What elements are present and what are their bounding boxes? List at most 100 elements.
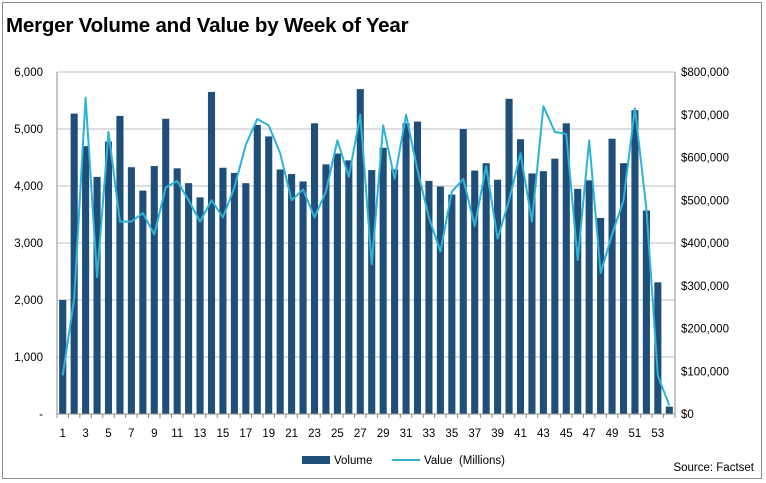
volume-bar — [368, 170, 376, 414]
volume-bar — [585, 180, 593, 414]
volume-bar — [242, 183, 250, 414]
volume-bar — [642, 210, 650, 414]
right-axis-ticks: $0 $100,000 $200,000 $300,000 $400,000 $500,0… — [681, 67, 729, 421]
volume-bar — [608, 138, 616, 414]
value-line — [61, 96, 671, 406]
left-axis-ticks: - 1,000 2,000 3,000 4,000 5,000 6,000 — [14, 67, 43, 421]
volume-bar — [116, 115, 124, 414]
volume-bar — [219, 167, 227, 414]
x-tick-label: 39 — [491, 428, 504, 440]
left-tick-label: 1,000 — [14, 352, 43, 364]
left-tick-label: 4,000 — [14, 181, 43, 193]
right-tick-label: $300,000 — [681, 281, 729, 293]
x-tick-label: 33 — [423, 428, 436, 440]
volume-bar — [150, 166, 158, 414]
x-tick-label: 31 — [400, 428, 413, 440]
volume-bar — [104, 141, 113, 415]
chart-title: Merger Volume and Value by Week of Year — [6, 14, 409, 37]
right-tick-label: $700,000 — [681, 110, 729, 122]
volume-bar — [276, 169, 284, 414]
volume-bar — [82, 146, 90, 414]
volume-bar — [528, 173, 536, 414]
volume-bar — [379, 147, 387, 414]
right-tick-label: $100,000 — [681, 366, 729, 378]
right-tick-label: $800,000 — [681, 67, 729, 79]
x-tick-label: 43 — [537, 428, 550, 440]
volume-bar — [413, 121, 422, 414]
volume-bar — [402, 123, 410, 415]
volume-bar — [230, 172, 238, 414]
value-series-line — [61, 96, 671, 406]
volume-bar — [471, 170, 479, 414]
volume-bar — [127, 167, 135, 414]
x-tick-label: 45 — [560, 428, 573, 440]
x-tick-label: 7 — [128, 428, 134, 440]
volume-bar — [59, 300, 67, 414]
x-tick-label: 29 — [377, 428, 390, 440]
volume-bar — [310, 123, 319, 415]
legend-volume-swatch — [302, 456, 330, 464]
volume-bar — [539, 171, 547, 414]
volume-bar — [436, 186, 444, 414]
volume-bar — [345, 160, 353, 414]
x-tick-label: 9 — [151, 428, 157, 440]
volume-bar — [93, 176, 101, 414]
left-tick-label: 6,000 — [14, 67, 43, 79]
x-tick-label: 19 — [262, 428, 275, 440]
volume-bar — [391, 169, 399, 414]
volume-bar — [631, 110, 639, 414]
volume-bar — [253, 125, 261, 414]
volume-bar — [288, 174, 296, 414]
x-tick-label: 1 — [60, 428, 66, 440]
x-tick-label: 47 — [583, 428, 596, 440]
x-tick-label: 17 — [239, 428, 252, 440]
x-tick-label: 51 — [629, 428, 642, 440]
x-tick-label: 25 — [331, 428, 344, 440]
volume-bar — [459, 129, 467, 414]
right-tick-label: $600,000 — [681, 153, 729, 165]
source-note: Source: Factset — [673, 462, 754, 474]
volume-bar — [516, 139, 525, 414]
volume-bar — [448, 194, 456, 414]
x-tick-label: 11 — [171, 428, 183, 440]
volume-bar — [299, 181, 307, 414]
volume-bar — [162, 118, 170, 415]
volume-bar — [505, 98, 513, 414]
volume-bar — [173, 168, 181, 414]
volume-bar — [494, 179, 502, 414]
left-tick-label: - — [39, 409, 43, 421]
volume-bar — [574, 188, 582, 414]
volume-bar — [665, 406, 673, 414]
x-tick-label: 41 — [514, 428, 527, 440]
x-tick-label: 27 — [354, 428, 367, 440]
right-tick-label: $0 — [681, 409, 694, 421]
x-tick-label: 35 — [445, 428, 458, 440]
x-tick-label: 5 — [105, 428, 111, 440]
x-tick-label: 13 — [194, 428, 207, 440]
volume-bar — [196, 197, 204, 414]
x-tick-label: 3 — [82, 428, 88, 440]
volume-bar — [333, 153, 341, 414]
volume-bar — [562, 123, 570, 415]
volume-bar — [482, 163, 490, 414]
volume-bar — [597, 217, 605, 414]
right-tick-label: $400,000 — [681, 238, 729, 250]
volume-bar — [139, 190, 147, 414]
legend-volume-label: Volume — [334, 455, 372, 467]
x-tick-label: 37 — [468, 428, 481, 440]
volume-bar — [185, 183, 193, 414]
volume-bar — [356, 89, 364, 414]
x-tick-label: 23 — [308, 428, 321, 440]
x-tick-label: 15 — [217, 428, 230, 440]
volume-bar — [322, 164, 330, 414]
left-tick-label: 5,000 — [14, 124, 43, 136]
volume-bar — [70, 113, 78, 415]
volume-bar — [619, 163, 628, 414]
x-tick-label: 53 — [651, 428, 664, 440]
left-tick-label: 2,000 — [14, 295, 43, 307]
x-axis-ticks: 1 3 5 7 9 11 13 15 17 19 21 23 25 27 29 31 33 35 37 39 41 43 4… — [60, 428, 665, 440]
x-tick-label: 49 — [606, 428, 619, 440]
volume-bar — [551, 158, 559, 414]
axes — [56, 72, 676, 418]
